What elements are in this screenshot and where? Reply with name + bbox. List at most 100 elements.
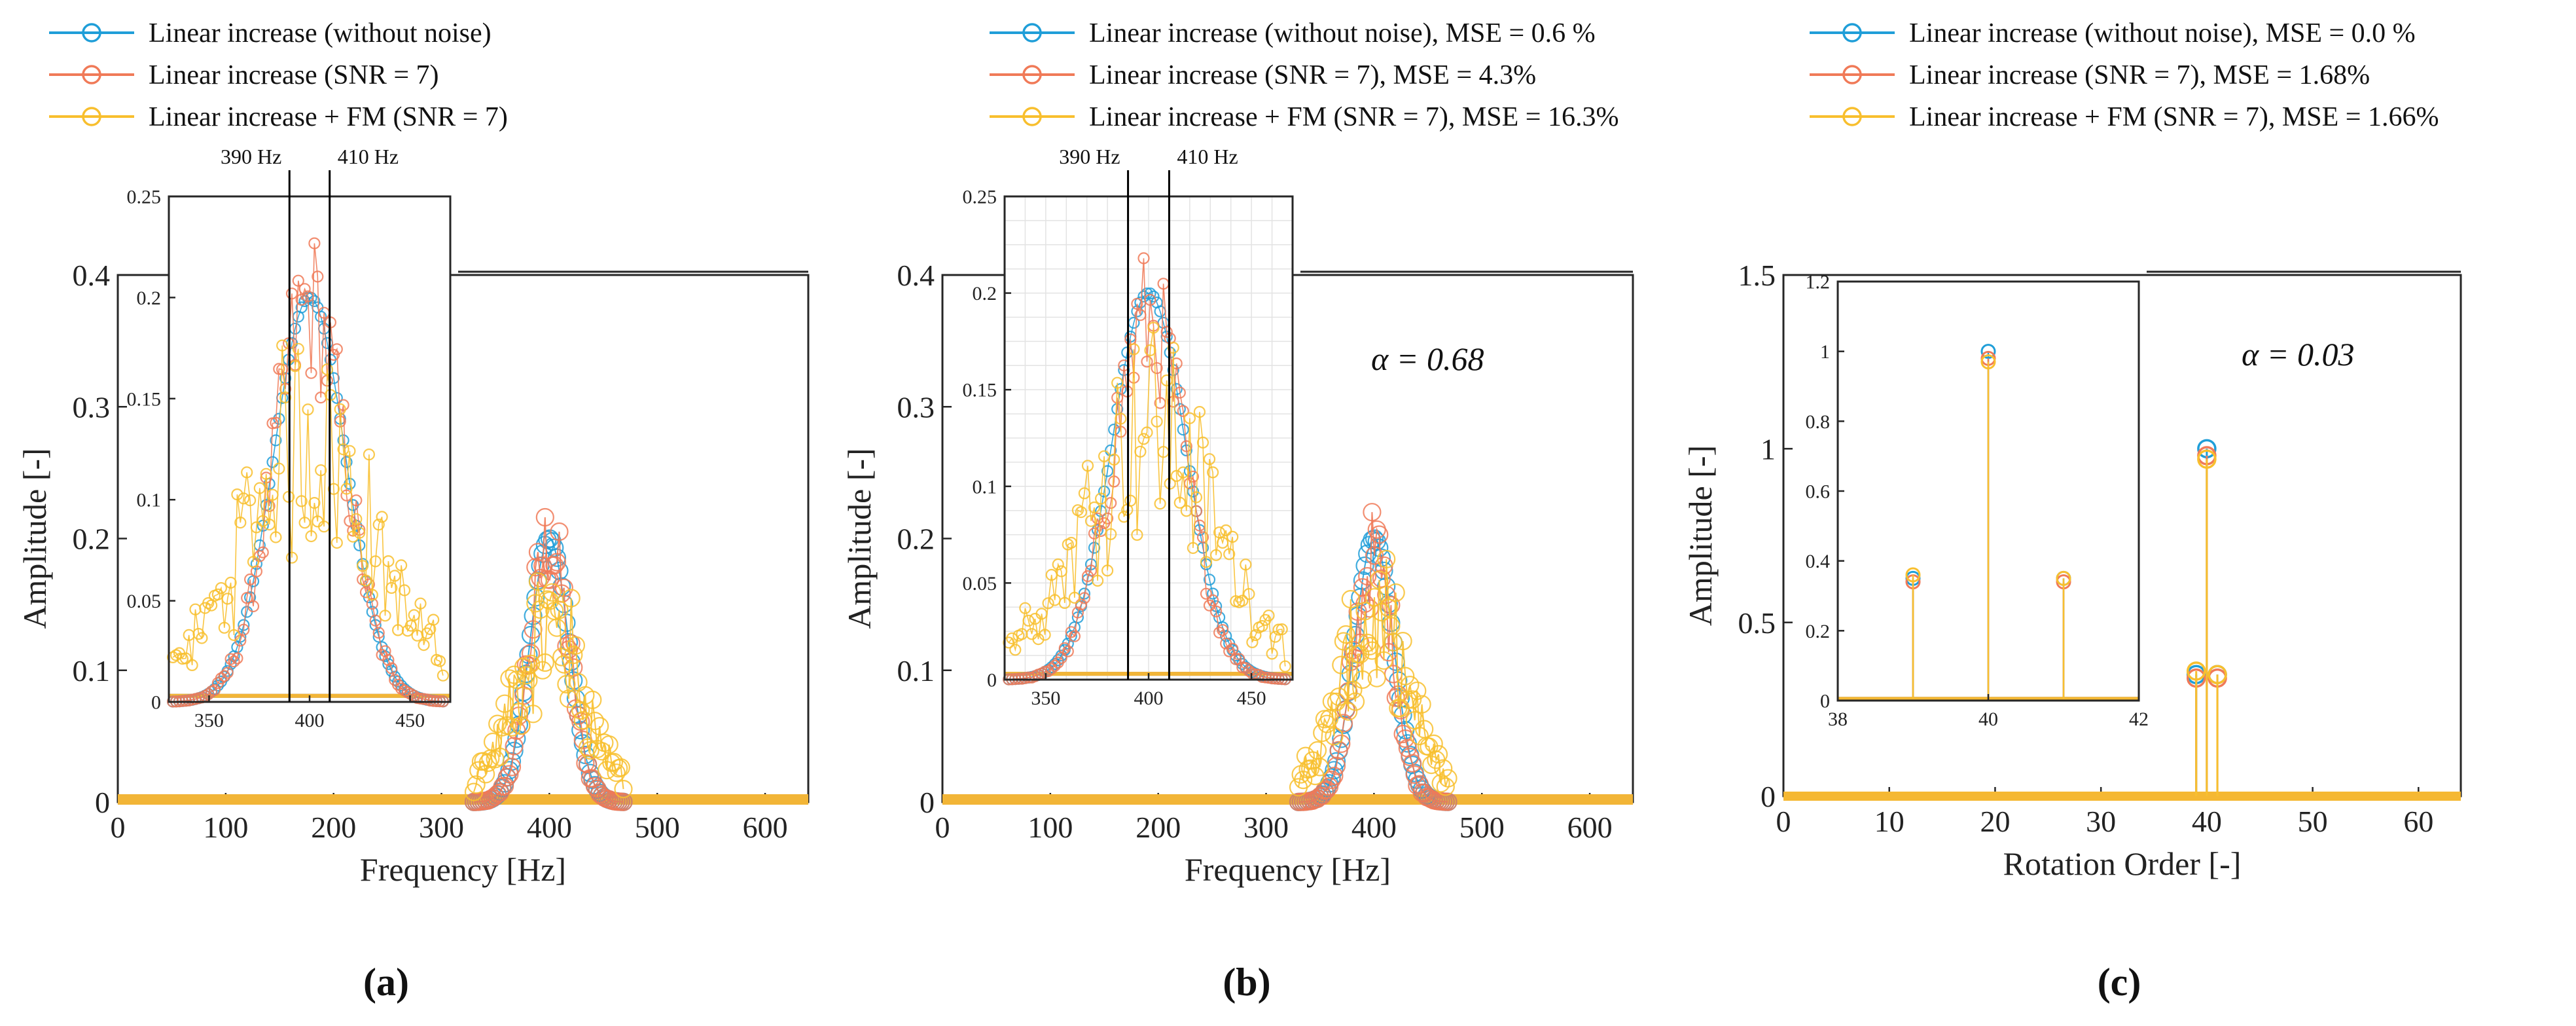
inset-a-point-2 [273, 462, 285, 475]
legend-b: Linear increase (without noise), MSE = 0… [990, 18, 1619, 132]
main-b-point-2 [1303, 751, 1322, 770]
inset-b-point-1 [1071, 606, 1084, 619]
inset-a-point-1 [257, 546, 269, 559]
main-b-ytick-label: 0.3 [897, 390, 935, 424]
main-b-xtick-label: 0 [935, 811, 950, 844]
inset-b-point-1 [1084, 564, 1098, 577]
inset-b-point-2 [1006, 632, 1018, 645]
inset-b-point-2 [1193, 405, 1206, 418]
main-a-point-2 [590, 716, 609, 736]
inset-b-point-1 [1144, 293, 1156, 306]
main-a-point-1 [505, 737, 524, 756]
inset-axis-a-ytick-label: 0 [151, 692, 161, 714]
inset-axis-a-ytick-label: 0.15 [127, 388, 162, 410]
main-b-xtick-label: 100 [1028, 811, 1073, 844]
main-a-point-1 [497, 767, 516, 787]
inset-a-point-2 [224, 576, 237, 589]
inset-b-point-2 [1009, 644, 1022, 656]
inset-a-point-2 [372, 519, 385, 531]
inset-a-point-2 [179, 652, 192, 665]
inset-a-point-0 [266, 456, 279, 468]
inset-a-point-2 [298, 517, 311, 529]
inset-a-point-0 [353, 539, 366, 552]
main-b-point-2 [1422, 755, 1441, 775]
inset-b-point-1 [1209, 605, 1223, 617]
inset-a-point-1 [270, 416, 282, 429]
main-a-point-1 [547, 553, 567, 572]
main-b-xtick-label: 400 [1351, 811, 1397, 844]
inset-axis-a-xtick-label: 400 [295, 710, 325, 731]
main-b-point-2 [1336, 625, 1355, 644]
inset-a-point-1 [228, 655, 240, 668]
inset-b-point-2 [1141, 426, 1153, 439]
x-axis-label-c: Rotation Order [-] [2003, 845, 2242, 882]
main-a-point-2 [557, 674, 576, 694]
inset-axis-b-ytick-label: 0.05 [963, 573, 997, 595]
inset-b-point-1 [1226, 642, 1239, 655]
main-a-point-1 [502, 758, 522, 777]
inset-a-point-1 [231, 652, 243, 665]
main-a-point-1 [535, 507, 554, 527]
main-a-point-2 [540, 591, 560, 610]
main-b-point-2 [1341, 589, 1360, 609]
main-b-point-1 [1365, 546, 1384, 565]
inset-a: 350 400 450 0 0.05 0.1 0.15 0.2 0.25 390 Hz 410 Hz [127, 145, 452, 731]
legend-entry-b-1: Linear increase (SNR = 7), MSE = 4.3% [1089, 60, 1536, 90]
main-a-point-2 [581, 741, 599, 760]
legend-marker-c-1 [1842, 65, 1862, 84]
main-a-xtick-label: 200 [311, 811, 356, 844]
inset-b-point-2 [1131, 528, 1143, 541]
inset-b-point-2 [1269, 631, 1281, 643]
main-b-point-0 [1327, 752, 1346, 771]
main-b-point-2 [1370, 570, 1389, 589]
inset-b-point-2 [1105, 528, 1117, 540]
main-a-point-1 [495, 777, 514, 796]
inset-axis-b-ytick-label: 0.2 [973, 283, 997, 304]
inset-b-point-2 [1190, 491, 1203, 504]
inset-a-series-2 [167, 339, 450, 682]
main-b-point-2 [1377, 549, 1396, 569]
inset-a-series-line-2 [172, 345, 444, 676]
inset-b-point-0 [1101, 465, 1114, 477]
inset-b: 350 400 450 0 0.05 0.1 0.15 0.2 0.25 390 Hz 410 Hz [963, 145, 1294, 709]
main-a-series-1 [464, 507, 633, 811]
inset-a-point-1 [292, 274, 304, 287]
inset-b-point-2 [1134, 445, 1147, 458]
inset-a-point-2 [340, 483, 353, 495]
main-a-ytick-label: 0.3 [73, 390, 111, 424]
legend-marker-a-1 [82, 65, 101, 84]
inset-b-point-2 [1075, 505, 1088, 519]
inset-b-point-0 [1203, 574, 1216, 586]
main-b-point-2 [1412, 695, 1431, 714]
inset-a-point-2 [250, 521, 262, 534]
inset-b-point-2 [1200, 556, 1213, 568]
inset-axis-a-ytick-label: 0.1 [137, 490, 162, 511]
main-a-point-2 [550, 600, 569, 619]
inset-a-point-2 [266, 488, 279, 501]
inset-a-point-2 [398, 584, 411, 596]
inset-a-point-2 [408, 609, 420, 621]
main-a-point-1 [528, 543, 548, 562]
main-b-point-2 [1374, 651, 1393, 670]
legend-entry-b-2: Linear increase + FM (SNR = 7), MSE = 16… [1089, 102, 1619, 132]
y-axis-label-b: Amplitude [-] [841, 448, 878, 629]
inset-b-point-1 [1223, 645, 1236, 657]
legend-entry-b-0: Linear increase (without noise), MSE = 0… [1089, 18, 1596, 48]
inset-a-point-1 [312, 270, 324, 283]
inset-a-point-2 [350, 513, 363, 525]
inset-a-point-1 [366, 597, 378, 610]
inset-a-point-2 [260, 467, 272, 480]
inset-a-point-2 [404, 619, 417, 632]
main-a-point-2 [535, 653, 554, 672]
main-b-point-1 [1396, 729, 1415, 748]
inset-a-point-1 [359, 586, 372, 598]
inset-a-point-2 [327, 483, 340, 495]
main-a-point-1 [545, 556, 564, 575]
inset-axis-a-ytick-label: 0.25 [127, 187, 162, 208]
main-b-point-2 [1339, 702, 1358, 721]
inset-axis-c-xtick-label: 38 [1828, 708, 1848, 730]
main-c-ytick-label: 1.5 [1738, 259, 1776, 292]
inset-b-point-2 [1246, 636, 1259, 649]
inset-c-point-2 [1980, 354, 1996, 370]
main-a-point-1 [554, 578, 573, 597]
